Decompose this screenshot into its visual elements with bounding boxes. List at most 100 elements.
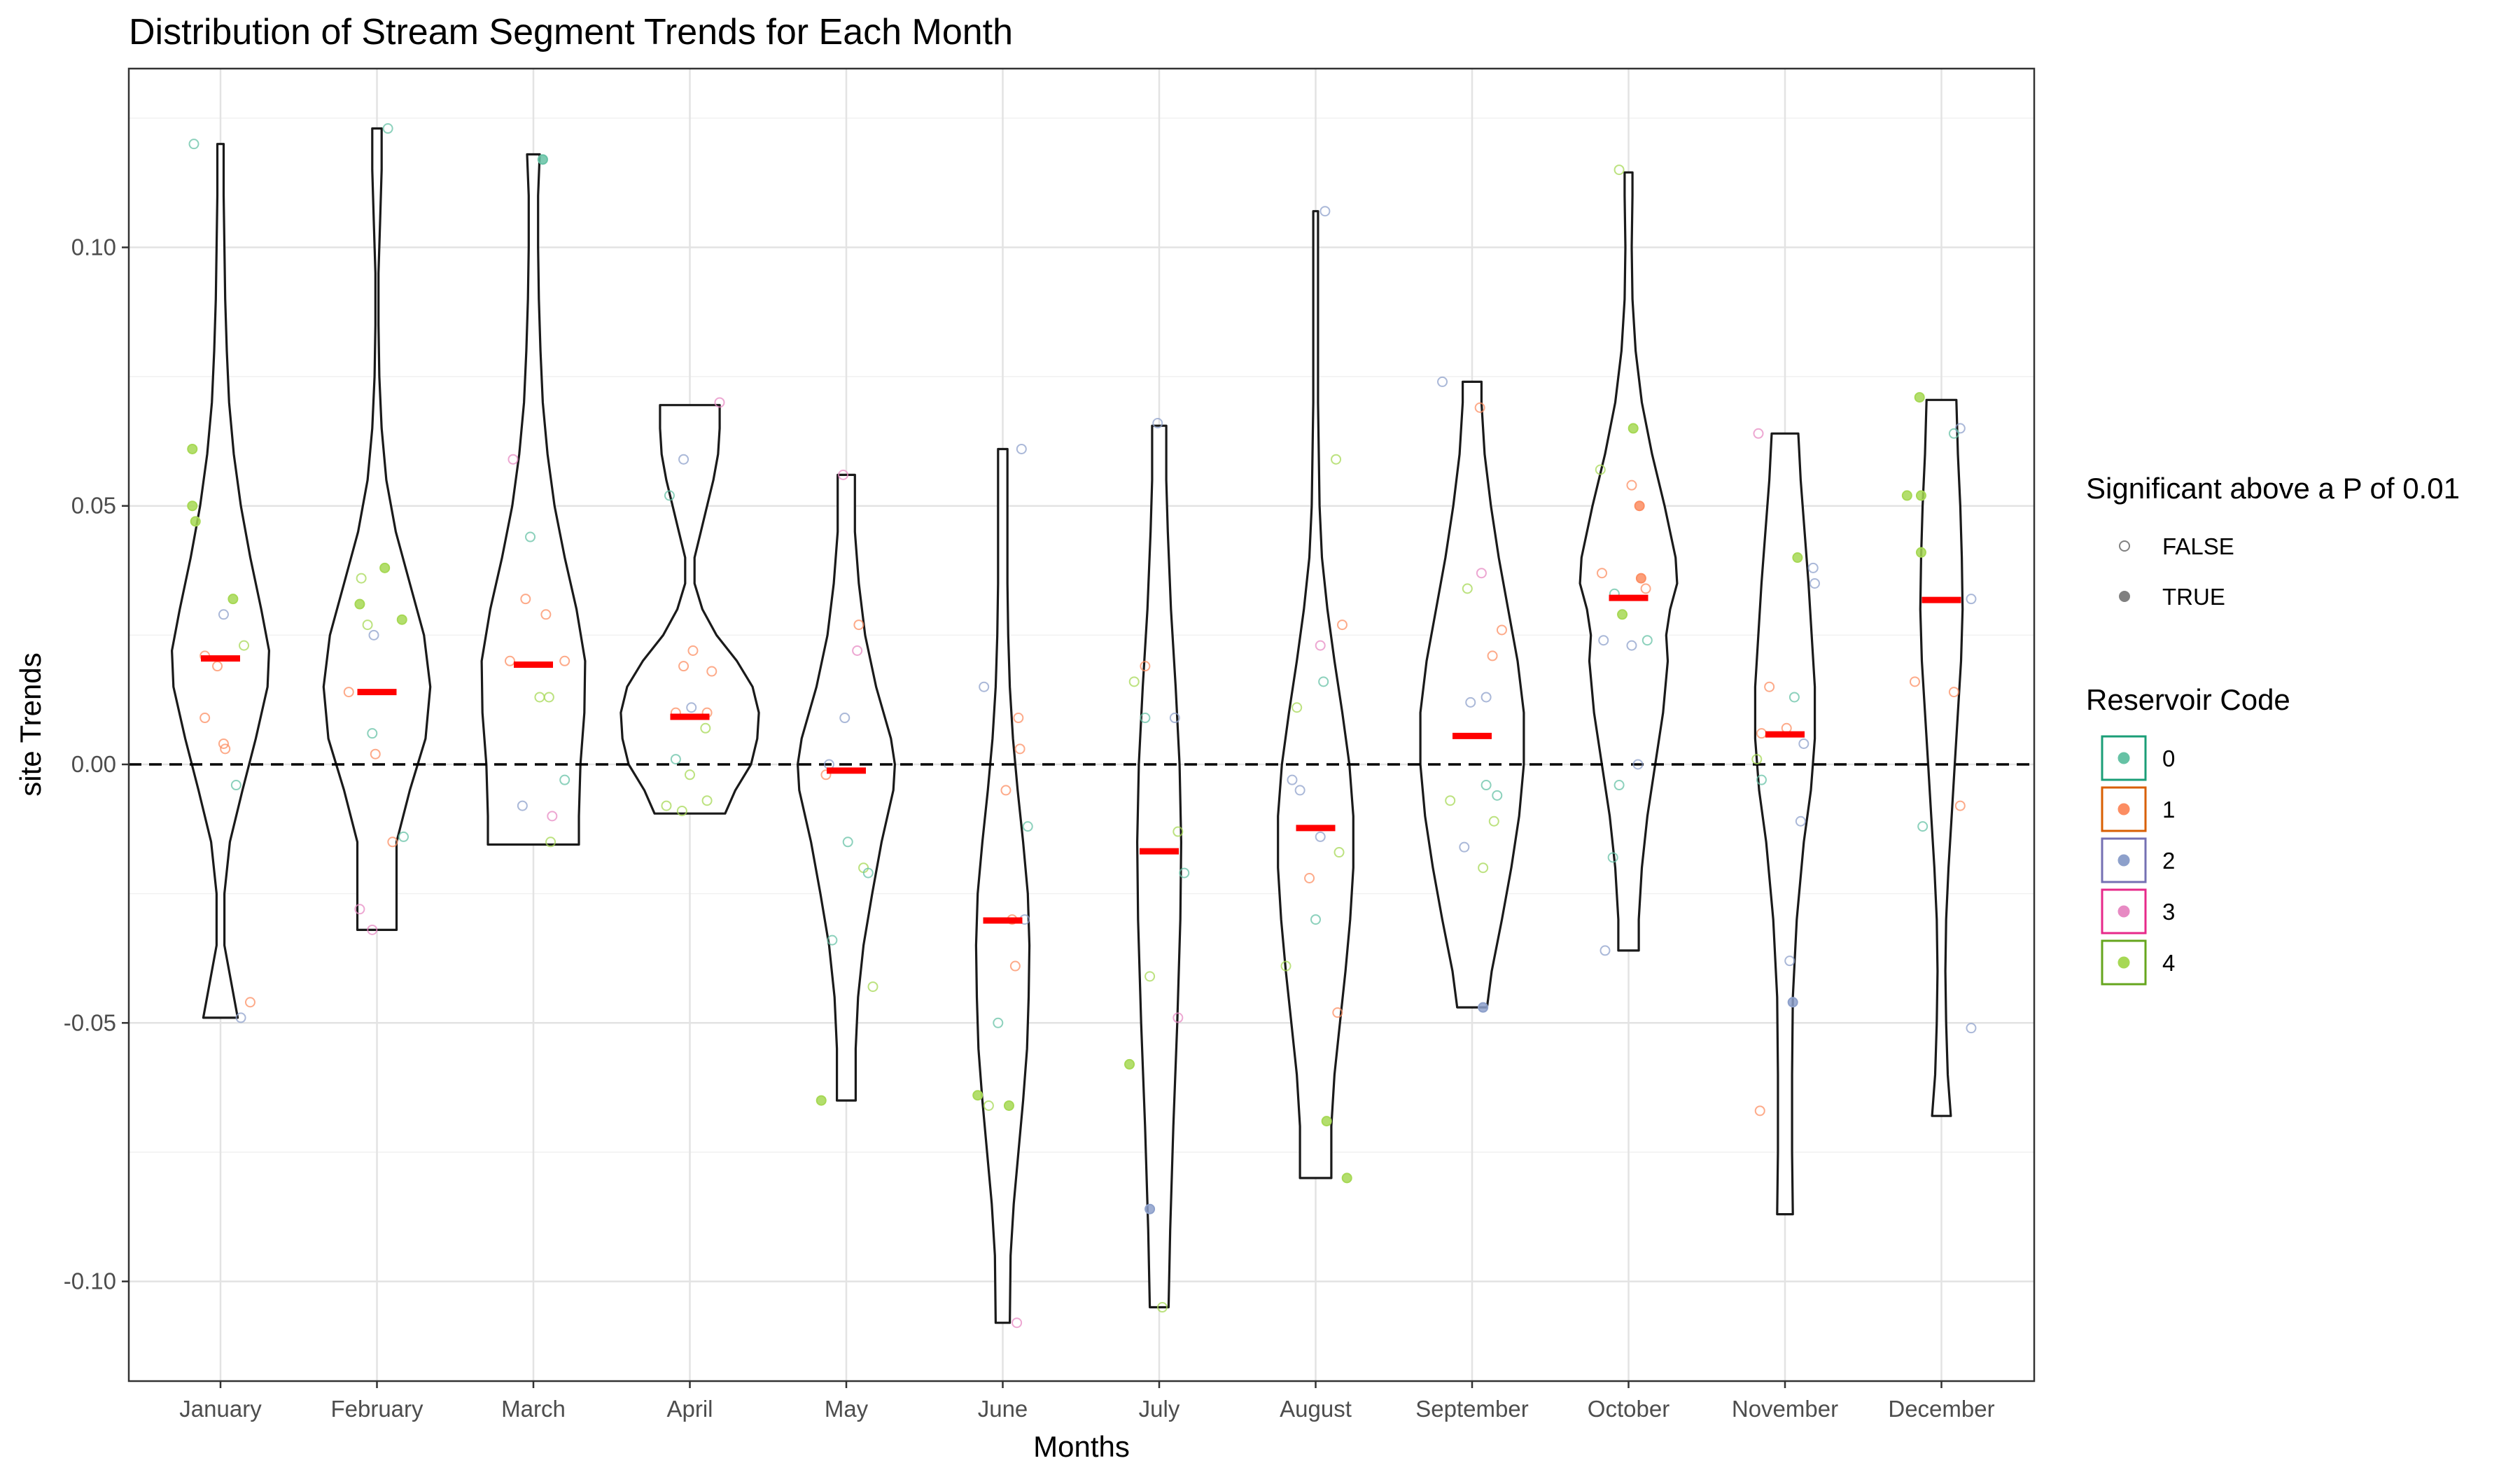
data-point xyxy=(1172,826,1184,837)
data-point xyxy=(362,620,373,631)
data-point xyxy=(1445,795,1456,806)
x-axis: January February March April May June July Augu… xyxy=(179,1381,1995,1422)
x-tick-label: June xyxy=(978,1396,1028,1422)
plot-panel xyxy=(129,69,2034,1381)
data-point xyxy=(1635,573,1646,584)
data-point xyxy=(1600,945,1611,956)
data-point xyxy=(700,722,711,734)
legend-key-dot-2 xyxy=(2118,854,2130,867)
data-point xyxy=(367,728,378,739)
data-point xyxy=(816,1095,827,1106)
data-point xyxy=(1465,696,1476,708)
data-point xyxy=(1617,609,1628,620)
violin-february xyxy=(322,127,432,931)
data-point xyxy=(1753,428,1764,439)
data-point xyxy=(1003,1100,1014,1111)
data-point xyxy=(1000,785,1011,796)
data-point xyxy=(687,645,699,657)
data-point xyxy=(1140,713,1151,724)
data-point xyxy=(1480,692,1492,703)
legend-label-1: 1 xyxy=(2162,797,2175,822)
data-point xyxy=(507,454,519,465)
data-point xyxy=(212,661,223,672)
data-point xyxy=(1598,635,1609,646)
data-point xyxy=(1336,620,1348,631)
legend-significance-title: Significant above a P of 0.01 xyxy=(2086,472,2460,505)
data-point xyxy=(1294,785,1306,796)
y-tick-label: 0.05 xyxy=(71,493,116,519)
data-point xyxy=(1597,568,1608,579)
data-point xyxy=(1614,780,1625,791)
data-point xyxy=(1332,1007,1343,1018)
legend-key-true xyxy=(2119,591,2130,602)
data-point xyxy=(504,655,515,666)
data-point xyxy=(678,661,690,672)
data-point xyxy=(1437,376,1448,387)
x-tick-label: July xyxy=(1139,1396,1180,1422)
data-point xyxy=(354,598,365,610)
data-point xyxy=(1474,402,1485,413)
legend-key-dot-0 xyxy=(2118,752,2130,764)
data-point xyxy=(227,594,239,605)
data-point xyxy=(1459,841,1470,853)
violin-july xyxy=(1136,424,1182,1309)
data-point xyxy=(838,469,849,480)
data-point xyxy=(1315,640,1326,651)
data-point xyxy=(1914,392,1925,403)
data-point xyxy=(1022,821,1033,832)
y-tick-label: -0.05 xyxy=(64,1009,116,1035)
data-point xyxy=(1304,872,1315,883)
data-point xyxy=(1640,583,1651,594)
data-point xyxy=(1144,1203,1156,1214)
data-point xyxy=(661,800,672,811)
x-tick-label: March xyxy=(501,1396,566,1422)
data-point xyxy=(1487,650,1498,662)
data-point xyxy=(1809,578,1820,589)
data-point xyxy=(543,692,554,703)
data-point xyxy=(827,934,838,946)
data-point xyxy=(701,795,713,806)
data-point xyxy=(1488,816,1499,827)
x-tick-label: September xyxy=(1415,1396,1528,1422)
data-point xyxy=(1917,821,1928,832)
data-point xyxy=(370,748,381,760)
data-point xyxy=(1476,568,1487,579)
data-point xyxy=(1901,490,1912,501)
data-point xyxy=(1496,624,1507,636)
data-point xyxy=(1764,681,1775,692)
data-point xyxy=(379,562,391,573)
data-point xyxy=(218,609,229,620)
data-point xyxy=(685,769,695,780)
data-point xyxy=(972,1090,983,1101)
data-point xyxy=(1595,464,1606,475)
data-point xyxy=(979,681,990,692)
data-point xyxy=(354,904,365,915)
data-point xyxy=(1756,774,1767,785)
data-point xyxy=(387,836,398,848)
data-point xyxy=(230,780,241,791)
data-point xyxy=(187,443,198,454)
data-point xyxy=(1784,955,1795,967)
data-point xyxy=(235,1012,246,1023)
x-tick-label: November xyxy=(1732,1396,1838,1422)
data-point xyxy=(1140,661,1151,672)
data-point xyxy=(1124,1058,1135,1070)
data-point xyxy=(1948,687,1959,698)
data-point xyxy=(520,594,531,605)
data-point xyxy=(1169,713,1180,724)
data-point xyxy=(686,702,697,713)
chart-title: Distribution of Stream Segment Trends fo… xyxy=(129,12,1013,52)
data-point xyxy=(670,754,681,765)
data-point xyxy=(1634,500,1645,512)
data-point xyxy=(1915,547,1926,558)
data-point xyxy=(1144,971,1156,982)
violin-january xyxy=(171,143,270,1019)
data-point xyxy=(1788,692,1800,703)
data-point xyxy=(842,836,853,848)
data-point xyxy=(676,805,687,816)
data-point xyxy=(853,620,864,631)
data-point xyxy=(187,500,198,512)
data-point xyxy=(1787,997,1798,1008)
data-point xyxy=(1462,583,1473,594)
